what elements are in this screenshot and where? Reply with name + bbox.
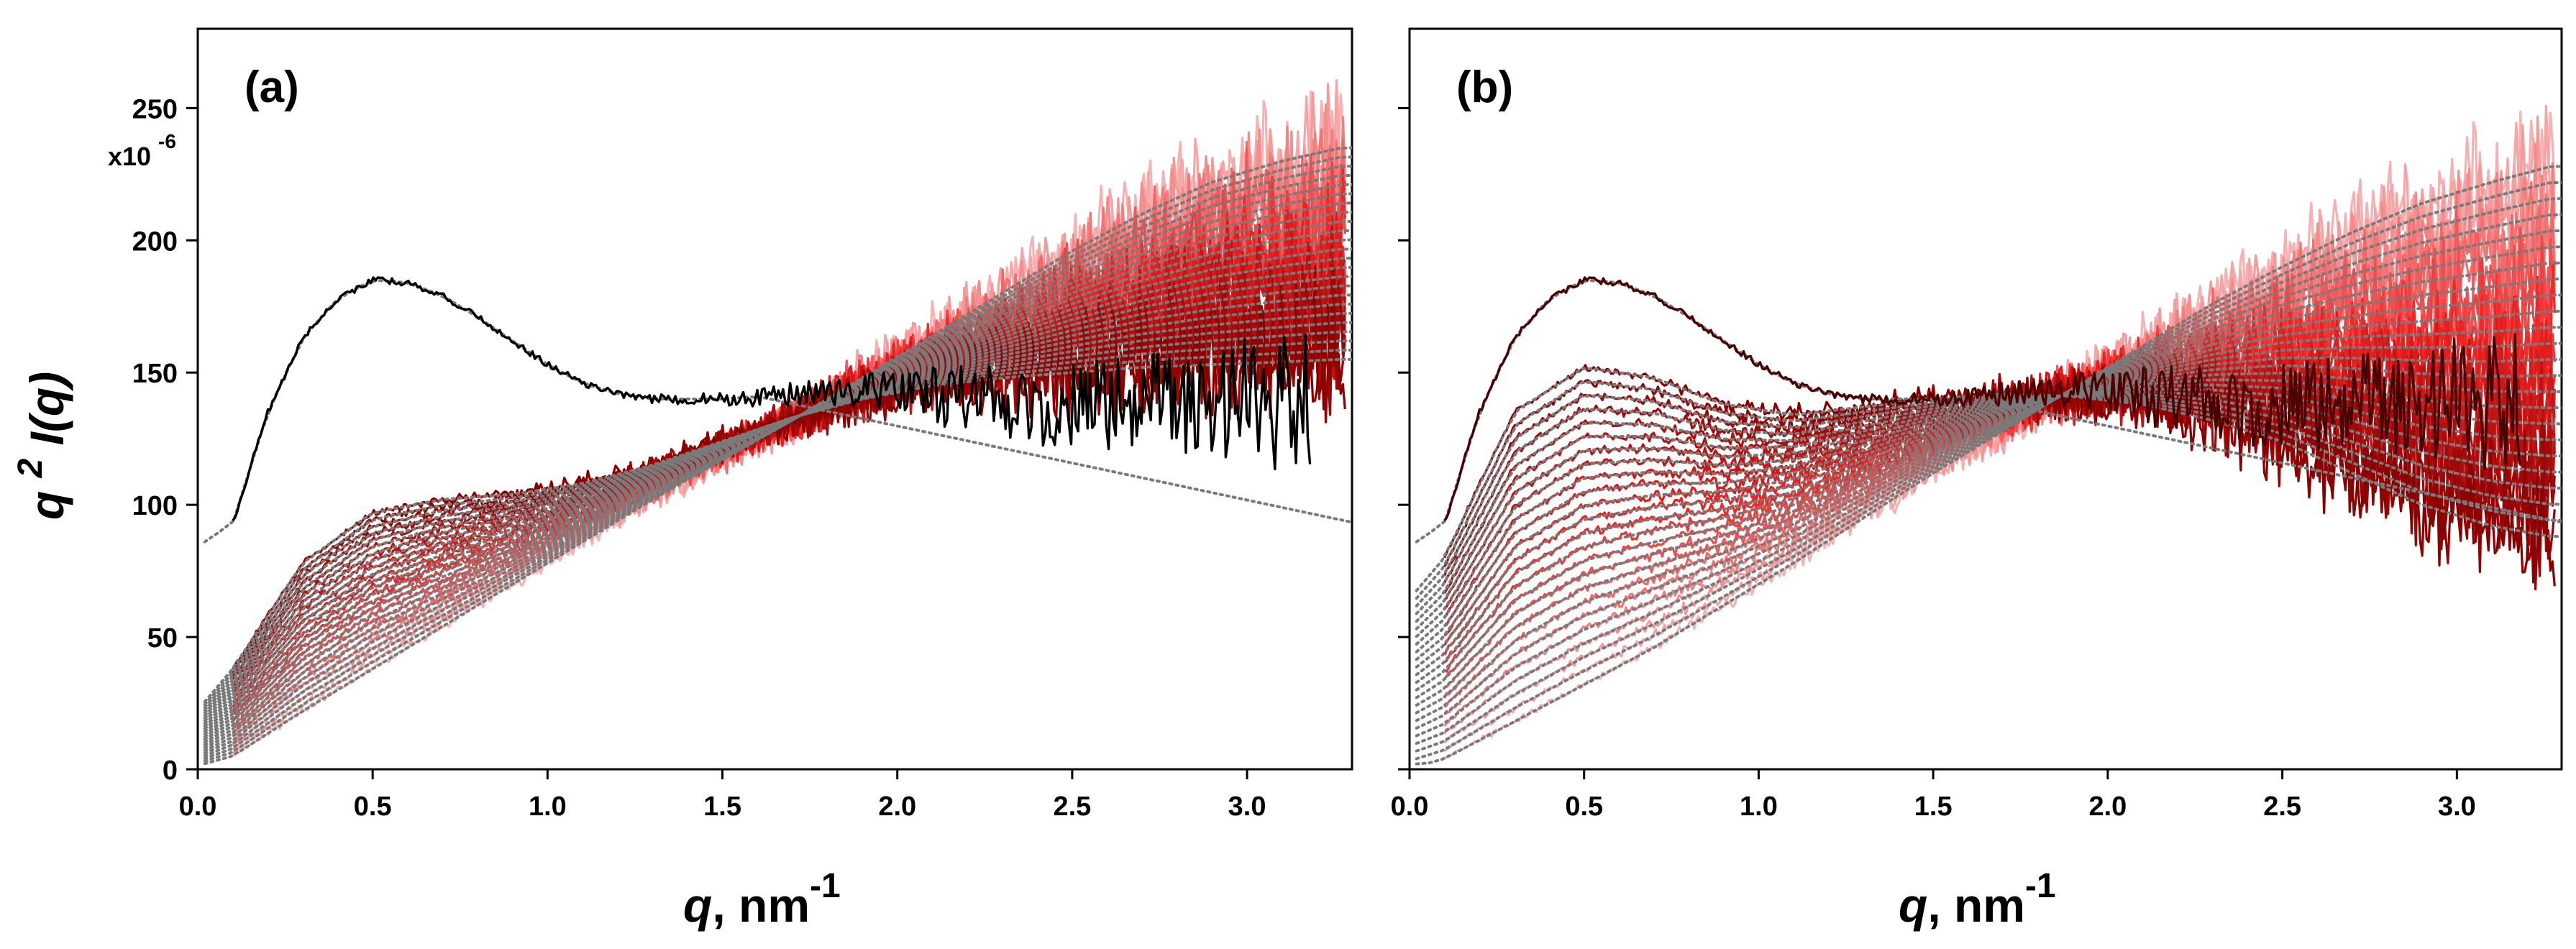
- y-scale-base: x10: [108, 142, 151, 171]
- reference-fit-a: [203, 278, 1352, 544]
- x-axis-title-a-q: q: [683, 879, 712, 932]
- fit-curve-b-8: [1415, 278, 2562, 715]
- panel-label-a: (a): [245, 63, 299, 112]
- fit-curve-b-7: [1415, 261, 2562, 723]
- x-tick-label-a: 3.0: [1228, 792, 1266, 822]
- fit-curve-b-22: [1415, 394, 2562, 608]
- svg-text:q, nm-1: q, nm-1: [1899, 867, 2056, 932]
- fit-curve-b-17: [1415, 383, 2562, 646]
- fit-curve-a-24: [203, 357, 1352, 704]
- fit-curve-b-16: [1415, 378, 2562, 654]
- fit-curve-a-19: [203, 311, 1352, 717]
- fit-curve-b-23: [1415, 380, 2562, 600]
- x-axis-title-a-unit: , nm: [712, 879, 810, 932]
- x-axis-title-b-q: q: [1899, 879, 1927, 932]
- x-tick-label-b: 1.5: [1914, 792, 1952, 822]
- fit-curve-b-15: [1415, 371, 2562, 661]
- panel-a: 0.0 0.5 1.0 1.5 2.0 2.5 3.0 0 50 100 150 200 250 (a): [132, 27, 1353, 822]
- x-tick-label-b: 2.5: [2263, 792, 2301, 822]
- plot-frame-a: [196, 27, 1353, 771]
- data-series-a-24: [232, 303, 1346, 670]
- data-series-b-6: [1443, 180, 2556, 715]
- fit-curve-b-9: [1415, 293, 2562, 707]
- fit-curve-b-5: [1415, 229, 2562, 738]
- plot-frame-b: [1408, 27, 2563, 771]
- fit-curve-b-6: [1415, 245, 2562, 730]
- fit-curve-b-12: [1415, 341, 2562, 684]
- x-axis-title-a-power: -1: [810, 867, 841, 905]
- series-group-a: [203, 79, 1352, 766]
- x-axis-title-b-power: -1: [2025, 867, 2056, 905]
- x-tick-label-b: 2.0: [2088, 792, 2127, 822]
- fit-curve-b-20: [1415, 393, 2562, 623]
- fit-curve-b-13: [1415, 356, 2562, 677]
- ticks-b: 0.0 0.5 1.0 1.5 2.0 2.5 3.0: [1391, 106, 2476, 822]
- fit-curve-b-10: [1415, 309, 2562, 700]
- ticks-a: 0.0 0.5 1.0 1.5 2.0 2.5 3.0 0 50 100 150 200 250: [132, 94, 1266, 822]
- fit-curve-b-4: [1415, 213, 2562, 745]
- fit-curve-b-3: [1415, 197, 2562, 753]
- reference-curve-a: [232, 276, 1312, 522]
- fit-curve-b-19: [1415, 390, 2562, 631]
- x-axis-title-a: q, nm-1: [683, 867, 841, 932]
- reference-fit-b: [1415, 278, 2562, 544]
- x-tick-label-b: 0.5: [1565, 792, 1603, 822]
- svg-text:q 2 I(q): q 2 I(q): [0, 372, 73, 520]
- x-tick-label-a: 0.0: [179, 792, 217, 822]
- y-axis-title-q: q: [20, 491, 73, 520]
- panel-b: 0.0 0.5 1.0 1.5 2.0 2.5 3.0 (b): [1391, 27, 2563, 822]
- x-axis-title-b-unit: , nm: [1927, 879, 2025, 932]
- fit-curve-a-23: [203, 349, 1352, 706]
- x-axis-title-b: q, nm-1: [1899, 867, 2056, 932]
- x-tick-label-b: 1.0: [1740, 792, 1778, 822]
- y-axis-title: q 2 I(q): [0, 372, 73, 520]
- y-tick-label-a: 50: [147, 623, 178, 654]
- reference-curve-b: [1443, 276, 2521, 522]
- series-group-b: [1415, 104, 2562, 766]
- x-tick-label-b: 0.0: [1391, 792, 1429, 822]
- x-tick-label-a: 1.0: [529, 792, 567, 822]
- y-tick-label-a: 100: [132, 491, 178, 521]
- fit-curve-a-18: [203, 303, 1352, 720]
- fit-curve-b-2: [1415, 180, 2562, 761]
- fit-curve-b-1: [1415, 165, 2562, 766]
- y-axis-title-rest: I(q): [20, 372, 73, 446]
- panel-label-b: (b): [1456, 63, 1513, 112]
- x-tick-label-a: 1.5: [703, 792, 741, 822]
- fit-curve-a-2: [203, 155, 1352, 763]
- x-tick-label-a: 2.0: [878, 792, 916, 822]
- fit-curve-b-11: [1415, 326, 2562, 692]
- y-tick-label-a: 150: [132, 359, 178, 389]
- x-tick-label-b: 3.0: [2438, 792, 2476, 822]
- y-scale-power: -6: [158, 130, 176, 152]
- svg-text:q, nm-1: q, nm-1: [683, 867, 841, 932]
- fit-curve-b-14: [1415, 364, 2562, 669]
- y-tick-label-a: 200: [132, 226, 178, 257]
- x-tick-label-a: 2.5: [1053, 792, 1091, 822]
- y-tick-label-a: 250: [132, 94, 178, 124]
- x-tick-label-a: 0.5: [354, 792, 392, 822]
- y-axis-title-power: 2: [12, 458, 50, 478]
- y-tick-label-a: 0: [163, 756, 178, 786]
